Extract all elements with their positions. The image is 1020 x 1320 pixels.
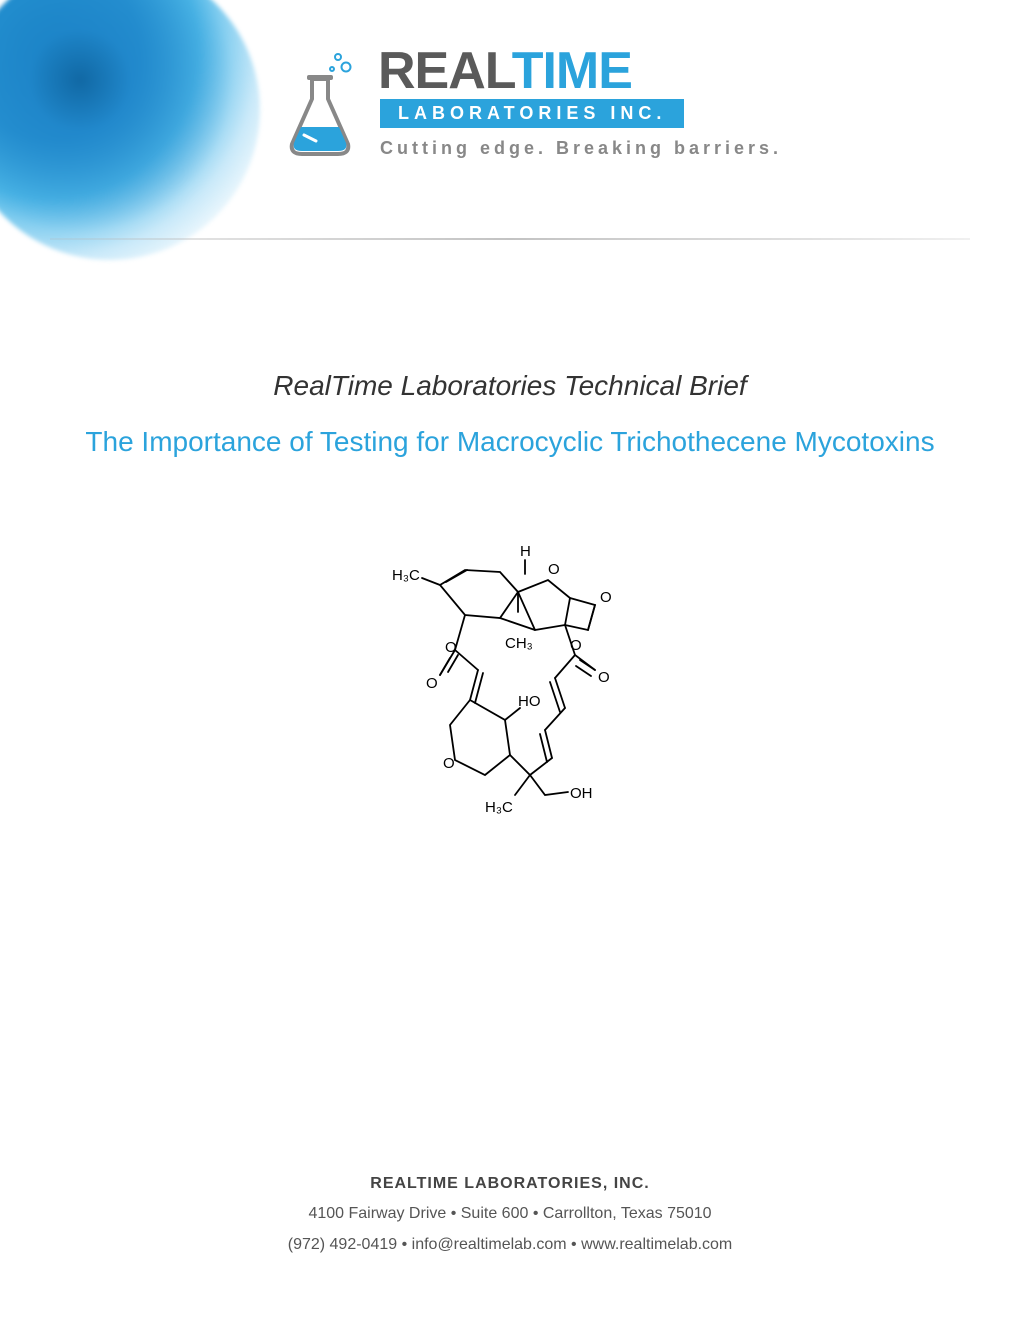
- mol-label-oh: OH: [570, 785, 593, 802]
- mol-label-h: H: [520, 543, 531, 560]
- mol-label-ho: HO: [518, 693, 541, 710]
- decorative-blue-burst: [0, 0, 260, 260]
- logo-row: REALTIME LABORATORIES INC. Cutting edge.…: [280, 45, 920, 159]
- mol-label-o-bot: O: [443, 755, 455, 772]
- mol-label-o-ring: O: [548, 561, 560, 578]
- mol-label-o-r2: O: [598, 669, 610, 686]
- logo-text: REALTIME LABORATORIES INC. Cutting edge.…: [378, 45, 782, 159]
- footer-address: 4100 Fairway Drive • Suite 600 • Carroll…: [0, 1199, 1020, 1229]
- mol-label-h3c-bot: H₃C: [485, 799, 513, 816]
- mol-label-o-l2: O: [426, 675, 438, 692]
- logo-word-real: REAL: [378, 42, 512, 100]
- footer-company: REALTIME LABORATORIES, INC.: [0, 1169, 1020, 1199]
- logo-word-time: TIME: [512, 42, 632, 100]
- footer: REALTIME LABORATORIES, INC. 4100 Fairway…: [0, 1169, 1020, 1260]
- mol-label-o-r1: O: [570, 637, 582, 654]
- mol-label-o-epox: O: [600, 589, 612, 606]
- main-title: The Importance of Testing for Macrocycli…: [0, 426, 1020, 458]
- logo-wordmark: REALTIME: [378, 45, 632, 97]
- flask-icon: [280, 49, 360, 159]
- header: REALTIME LABORATORIES INC. Cutting edge.…: [280, 45, 920, 159]
- mol-label-o-l1: O: [445, 639, 457, 656]
- title-section: RealTime Laboratories Technical Brief Th…: [0, 370, 1020, 458]
- brief-title: RealTime Laboratories Technical Brief: [0, 370, 1020, 402]
- mol-label-ch3: CH₃: [505, 635, 533, 652]
- footer-contact: (972) 492-0419 • info@realtimelab.com • …: [0, 1230, 1020, 1260]
- molecule-diagram: H H₃C CH₃ O O O O O O HO O OH H₃C: [370, 530, 650, 870]
- logo-subtitle: LABORATORIES INC.: [380, 99, 684, 128]
- mol-label-h3c-top: H₃C: [392, 567, 420, 584]
- logo-tagline: Cutting edge. Breaking barriers.: [380, 138, 782, 159]
- header-divider: [50, 238, 970, 240]
